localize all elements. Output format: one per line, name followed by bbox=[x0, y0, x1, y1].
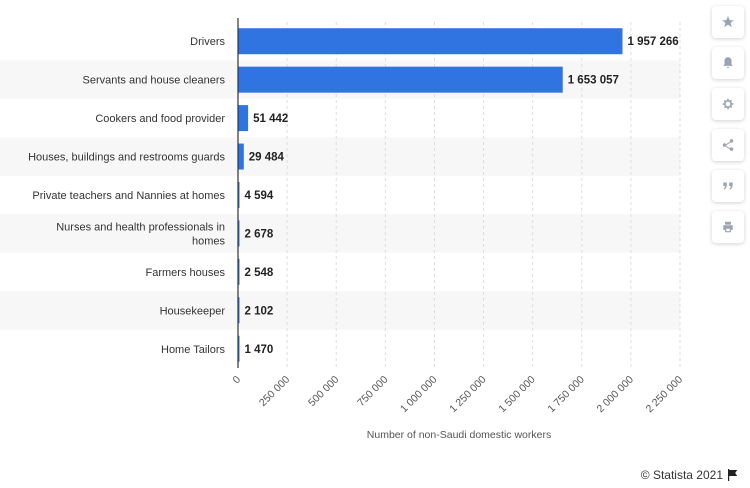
value-label: 2 102 bbox=[245, 305, 274, 317]
value-label: 4 594 bbox=[245, 190, 274, 202]
value-label: 2 678 bbox=[245, 228, 274, 240]
bar-chart: Drivers 1 957 266 Servants and house clean… bbox=[0, 18, 686, 441]
value-label: 1 653 057 bbox=[568, 75, 619, 87]
x-tick-label: 1 500 000 bbox=[496, 374, 538, 416]
bar bbox=[238, 105, 249, 132]
category-label: Servants and house cleaners bbox=[83, 75, 226, 87]
x-tick-label: 2 250 000 bbox=[644, 374, 686, 416]
bar bbox=[238, 258, 240, 285]
value-label: 29 484 bbox=[249, 152, 285, 164]
print-button[interactable] bbox=[712, 211, 744, 243]
bar bbox=[238, 220, 240, 247]
bar bbox=[238, 182, 240, 208]
bar bbox=[238, 335, 240, 362]
category-label: Housekeeper bbox=[160, 305, 226, 317]
settings-button[interactable] bbox=[712, 88, 744, 120]
x-tick-label: 1 750 000 bbox=[545, 374, 587, 416]
category-label: Nurses and health professionals in homes bbox=[56, 221, 225, 247]
notification-button[interactable] bbox=[712, 47, 744, 79]
print-icon bbox=[723, 221, 733, 233]
category-label: Cookers and food provider bbox=[95, 113, 225, 125]
footer: © Statista 2021 bbox=[641, 468, 738, 482]
share-button[interactable] bbox=[712, 129, 744, 161]
x-tick-label: 0 bbox=[231, 374, 244, 387]
category-label: Houses, buildings and restrooms guards bbox=[28, 152, 225, 164]
row-band bbox=[0, 137, 680, 176]
x-tick-label: 2 000 000 bbox=[594, 374, 636, 416]
bar bbox=[238, 143, 244, 170]
value-label: 51 442 bbox=[253, 113, 288, 125]
value-label: 2 548 bbox=[245, 267, 274, 279]
quote-icon bbox=[723, 182, 733, 190]
copyright-text: © Statista 2021 bbox=[640, 468, 723, 482]
x-tick-label: 750 000 bbox=[355, 374, 390, 409]
flag-icon bbox=[728, 469, 738, 481]
value-label: 1 957 266 bbox=[627, 36, 678, 48]
row-band bbox=[0, 291, 680, 330]
x-tick-label: 250 000 bbox=[257, 374, 292, 409]
x-tick-label: 1 250 000 bbox=[447, 374, 489, 416]
share-icon bbox=[722, 139, 734, 151]
category-label: Drivers bbox=[190, 36, 225, 48]
sidebar bbox=[712, 6, 744, 243]
category-label: Home Tailors bbox=[161, 344, 225, 356]
bell-icon bbox=[723, 57, 733, 69]
gear-icon bbox=[722, 98, 734, 110]
x-tick-label: 500 000 bbox=[306, 374, 341, 409]
favorite-button[interactable] bbox=[712, 6, 744, 38]
bar bbox=[238, 28, 623, 55]
row-band bbox=[0, 214, 680, 253]
bar bbox=[238, 297, 240, 324]
bar bbox=[238, 66, 563, 93]
cite-button[interactable] bbox=[712, 170, 744, 202]
category-label: Farmers houses bbox=[146, 267, 226, 279]
value-label: 1 470 bbox=[245, 344, 274, 356]
star-icon bbox=[722, 16, 734, 28]
category-label: Private teachers and Nannies at homes bbox=[32, 190, 225, 202]
x-axis-title: Number of non-Saudi domestic workers bbox=[367, 429, 551, 441]
x-tick-label: 1 000 000 bbox=[398, 374, 440, 416]
